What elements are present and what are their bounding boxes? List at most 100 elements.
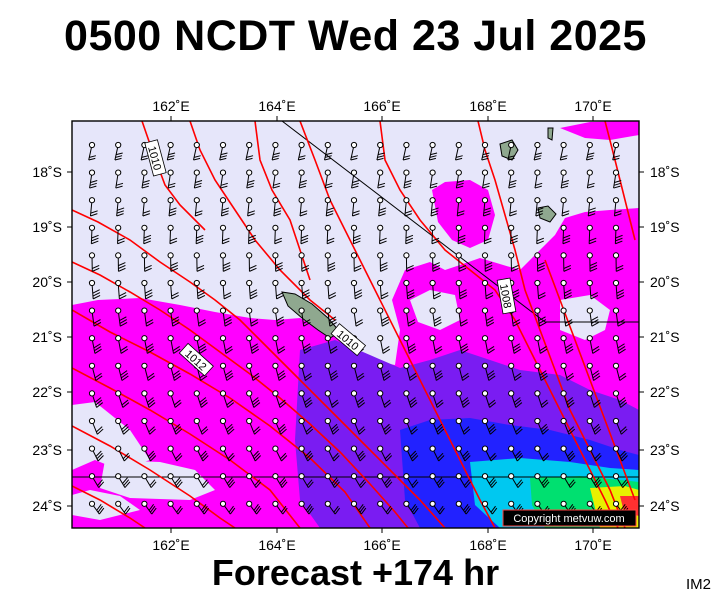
wind-barb [455,252,467,272]
wind-barb [88,197,98,217]
lat-label: 24˚S [650,498,680,514]
wind-barb [534,445,550,462]
wind-barb [534,335,548,354]
wind-barb [324,252,336,272]
wind-barb [560,445,576,462]
wind-barb [246,197,256,217]
wind-barb [586,197,596,217]
wind-barb [298,224,309,245]
wind-barb [376,141,385,161]
wind-barb [481,252,493,272]
wind-barb [193,279,206,300]
wind-barb [193,335,207,354]
wind-barbs [88,141,629,515]
wind-barb [298,279,310,300]
wind-barb [455,169,465,189]
wind-barb [508,390,523,408]
wind-barb [403,473,419,488]
wind-barb [219,362,234,381]
wind-barb [298,445,314,462]
wind-barb [166,141,176,161]
wind-barb [88,500,105,515]
wind-barb [298,169,307,189]
wind-barb [246,169,255,189]
wind-barb [272,224,283,245]
wind-barb [167,473,183,488]
wind-barb [167,197,177,217]
wind-barb [403,417,418,435]
wind-barb [141,417,156,435]
wind-barb [455,335,469,354]
wind-barb [612,169,622,189]
wind-barb [246,279,258,300]
wind-barb [429,335,443,354]
wind-barb [612,473,629,488]
wind-barb [193,390,208,408]
wind-barb [141,169,150,189]
wind-barb [88,390,104,408]
wind-barb [586,362,601,381]
wind-barb [272,307,285,327]
wind-barb [403,224,414,245]
lat-label: 23˚S [650,442,680,458]
wind-barb [298,473,314,488]
isobar-label-text: 1008 [497,283,513,309]
wind-barb [455,141,463,161]
wind-barb [429,362,444,381]
wind-barb [586,224,597,245]
wind-barb [115,307,128,327]
wind-barb [324,500,341,515]
wind-barb [612,197,622,217]
wind-barb [403,307,416,327]
wind-barb [141,335,155,354]
wind-barb [193,500,210,515]
wind-barb [612,279,625,300]
wind-barb [167,252,179,272]
wind-barb [141,224,152,245]
wind-barb [612,390,628,408]
wind-barb [350,500,367,515]
wind-barb [377,197,387,217]
wind-barb [245,141,254,161]
wind-barb [481,279,494,300]
wind-barb [115,252,126,272]
wind-barb [324,390,339,408]
wind-barb [324,362,339,381]
wind-barb [88,473,105,488]
wind-barb [219,473,236,488]
wind-barb [298,307,311,327]
lat-label: 18˚S [32,164,62,180]
wind-barb [219,417,235,435]
map-frame [71,120,640,529]
lat-label: 24˚S [32,498,62,514]
wind-barb [193,224,204,245]
wind-barb [612,335,626,354]
wind-barb [377,307,390,327]
image-tag: IM2 [685,576,711,593]
wind-barb [429,224,440,245]
wind-barb [246,445,262,462]
wind-barb [377,473,393,488]
isobar-label: 1008 [496,277,517,315]
wind-barb [508,169,517,189]
map-title: 0500 NCDT Wed 23 Jul 2025 [64,12,647,60]
wind-barb [115,390,130,408]
wind-barb [115,445,131,462]
wind-barb [403,279,415,300]
wind-barb [350,307,364,327]
wind-barb [377,390,392,408]
wind-barb [246,335,260,354]
wind-barb [246,307,259,327]
lat-label: 21˚S [32,329,62,345]
wind-barb [298,335,312,354]
wind-barb [141,307,154,327]
wind-barb [350,417,366,435]
lon-labels-top: 162˚E 164˚E 166˚E 168˚E 170˚E [152,98,611,114]
wind-barb [534,473,550,488]
wind-barb [167,390,182,408]
lat-label: 22˚S [32,384,62,400]
wind-barb [403,252,414,272]
wind-barb [534,500,550,515]
wind-barb [586,169,595,189]
wind-barb [350,197,360,217]
